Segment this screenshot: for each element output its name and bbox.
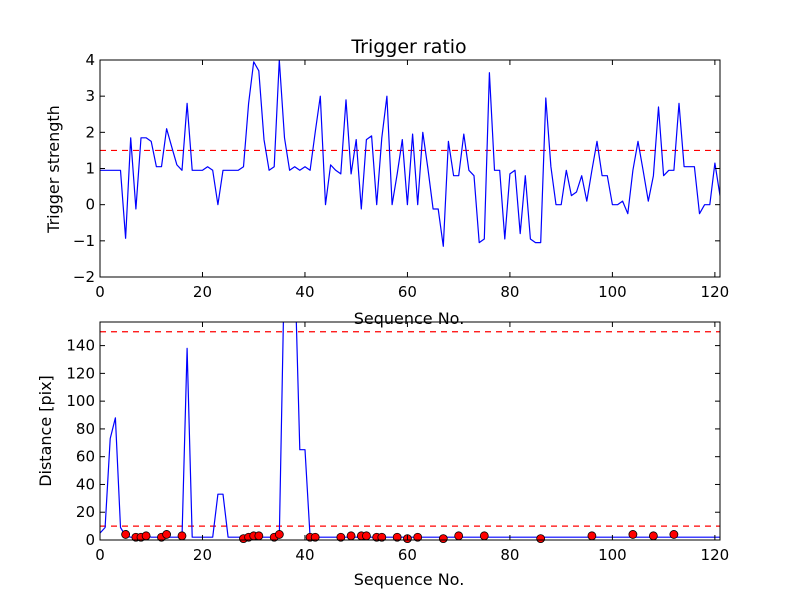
- data-point-marker: [310, 532, 320, 542]
- data-point-marker: [254, 531, 264, 541]
- data-point-marker: [413, 532, 423, 542]
- data-point-marker: [669, 530, 679, 539]
- x-tick-label: 60: [398, 546, 417, 564]
- top-chart-title: Trigger ratio: [350, 36, 466, 58]
- y-tick-label: 3: [85, 87, 95, 105]
- axes-frame: [99, 321, 721, 541]
- data-point-marker: [454, 531, 464, 541]
- data-point-marker: [392, 532, 402, 542]
- bottom-y-tick-labels: 0 20 40 60 80 100 120 140: [66, 337, 95, 549]
- bottom-x-tick-labels: 0 20 40 60 80 100 120: [95, 546, 729, 564]
- top-y-tick-labels: −2 −1 0 1 2 3 4: [73, 51, 95, 286]
- y-tick-label: 140: [66, 337, 95, 355]
- series-line: [100, 60, 720, 247]
- data-point-marker: [377, 532, 387, 542]
- x-tick-label: 80: [500, 546, 519, 564]
- distance-plot: 0 20 40 60 80 100 120 0 20 40 60 80 100 120 140: [66, 321, 729, 564]
- y-tick-label: 120: [66, 364, 95, 382]
- trigger-strength-plot: 0 20 40 60 80 100 120 −2 −1 0 1 2 3 4: [73, 51, 729, 301]
- x-tick-label: 120: [701, 283, 730, 301]
- plot-data-layer: [100, 60, 720, 247]
- x-tick-label: 100: [598, 283, 627, 301]
- bottom-y-axis-label: Distance [pix]: [36, 375, 55, 487]
- y-tick-label: −2: [73, 268, 95, 286]
- x-tick-label: 40: [295, 283, 314, 301]
- x-tick-label: 0: [95, 546, 105, 564]
- data-point-marker: [648, 531, 658, 541]
- y-tick-label: 20: [76, 503, 95, 521]
- x-tick-label: 100: [598, 546, 627, 564]
- data-point-marker: [177, 531, 187, 541]
- y-tick-label: −1: [73, 232, 95, 250]
- data-point-marker: [438, 534, 448, 544]
- data-point-marker: [336, 532, 346, 542]
- top-x-tick-labels: 0 20 40 60 80 100 120: [95, 283, 729, 301]
- x-tick-label: 20: [193, 283, 212, 301]
- top-x-axis-label: Sequence No.: [354, 309, 465, 328]
- x-tick-label: 20: [193, 546, 212, 564]
- data-point-marker: [628, 530, 638, 539]
- series-line: [100, 322, 720, 538]
- y-tick-label: 60: [76, 448, 95, 466]
- y-tick-label: 80: [76, 420, 95, 438]
- y-tick-label: 4: [85, 51, 95, 69]
- top-y-axis-label: Trigger strength: [44, 105, 63, 234]
- data-point-marker: [587, 531, 597, 541]
- data-point-marker: [536, 534, 546, 544]
- data-point-marker: [346, 531, 356, 541]
- data-point-marker: [479, 531, 489, 541]
- x-tick-label: 40: [295, 546, 314, 564]
- bottom-x-axis-label: Sequence No.: [354, 570, 465, 589]
- y-tick-label: 0: [85, 196, 95, 214]
- data-point-marker: [121, 530, 131, 539]
- plot-data-layer: [100, 322, 720, 538]
- y-tick-label: 100: [66, 392, 95, 410]
- y-tick-label: 0: [85, 531, 95, 549]
- x-tick-label: 0: [95, 283, 105, 301]
- data-point-marker: [141, 531, 151, 541]
- data-point-marker: [162, 530, 172, 539]
- y-tick-label: 40: [76, 475, 95, 493]
- x-tick-label: 120: [701, 546, 730, 564]
- y-tick-label: 2: [85, 123, 95, 141]
- data-point-marker: [274, 530, 284, 539]
- data-point-marker: [362, 531, 371, 541]
- y-tick-label: 1: [85, 160, 95, 178]
- x-tick-label: 80: [500, 283, 519, 301]
- x-tick-label: 60: [398, 283, 417, 301]
